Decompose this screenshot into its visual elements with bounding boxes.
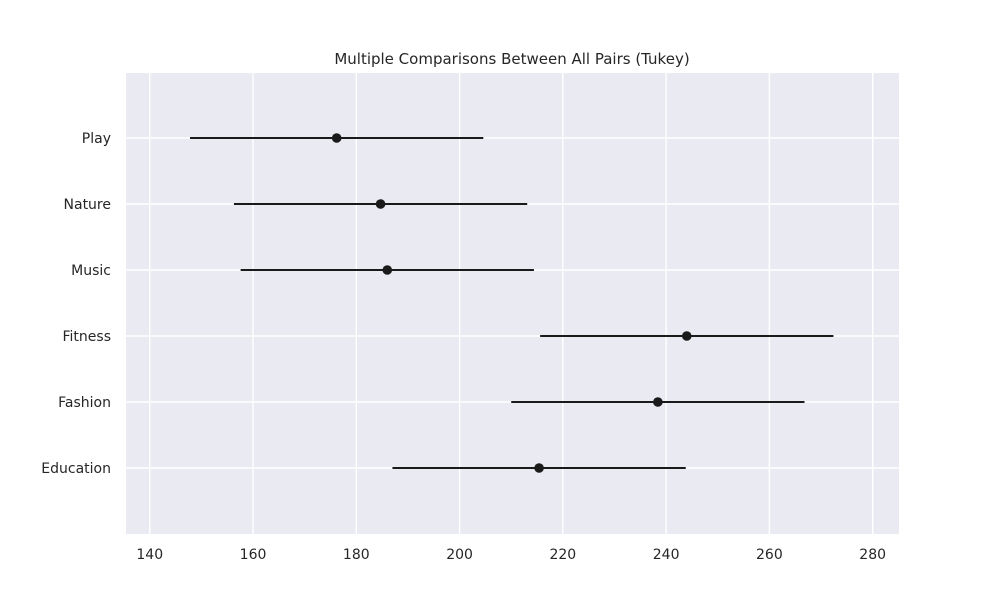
mean-marker-music bbox=[382, 265, 393, 275]
y-tick-label: Education bbox=[41, 461, 111, 477]
x-tick-label: 220 bbox=[549, 547, 576, 563]
x-tick-label: 240 bbox=[653, 547, 680, 563]
chart-marks bbox=[190, 133, 834, 473]
y-tick-label: Fashion bbox=[58, 395, 111, 411]
y-axis-tick-labels: Play Nature Music Fitness Fashion Education bbox=[41, 131, 111, 477]
mean-marker-play bbox=[331, 133, 342, 143]
y-tick-label: Music bbox=[71, 263, 111, 279]
y-tick-label: Nature bbox=[64, 197, 111, 213]
chart-title: Multiple Comparisons Between All Pairs (… bbox=[334, 50, 689, 68]
x-tick-label: 260 bbox=[756, 547, 783, 563]
y-tick-label: Play bbox=[82, 131, 111, 147]
mean-marker-fashion bbox=[653, 397, 663, 407]
x-tick-label: 280 bbox=[859, 547, 886, 563]
mean-marker-nature bbox=[375, 199, 386, 209]
mean-marker-fitness bbox=[681, 331, 692, 341]
x-tick-label: 160 bbox=[240, 547, 267, 563]
plot-area bbox=[126, 73, 899, 534]
x-tick-label: 140 bbox=[136, 547, 163, 563]
mean-marker-education bbox=[534, 463, 544, 473]
x-axis-tick-labels: 140 160 180 200 220 240 260 280 bbox=[136, 547, 886, 563]
x-tick-label: 200 bbox=[446, 547, 473, 563]
y-tick-label: Fitness bbox=[63, 329, 112, 345]
x-tick-label: 180 bbox=[343, 547, 370, 563]
